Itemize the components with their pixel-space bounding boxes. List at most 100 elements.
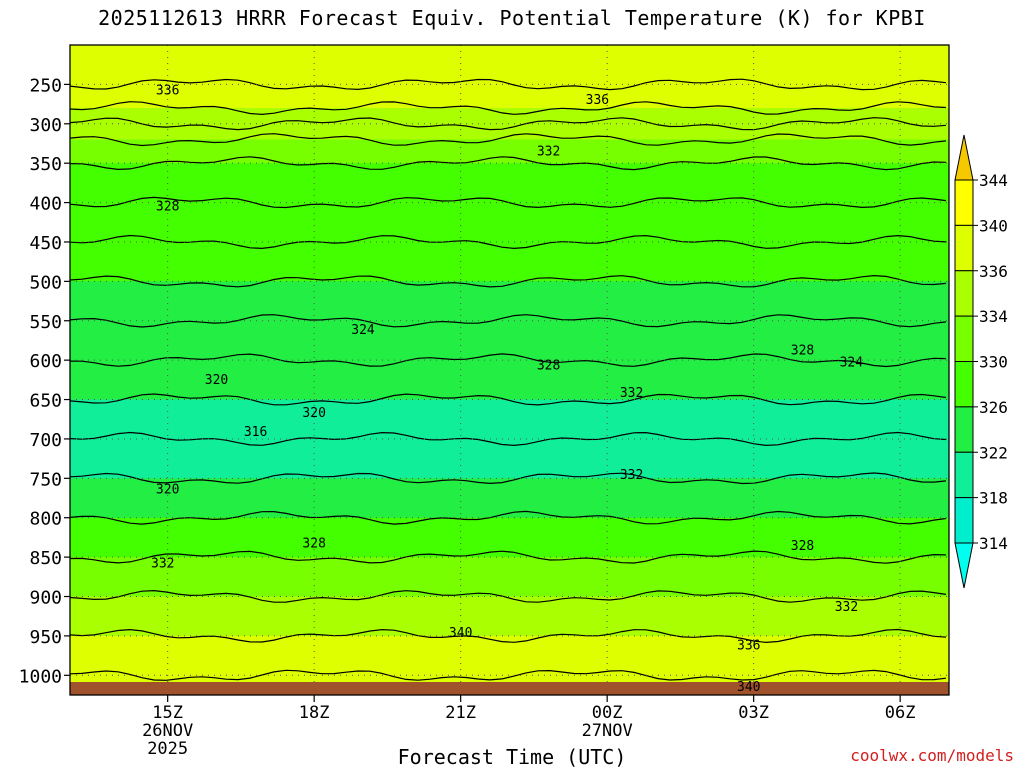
y-tick-label: 500 xyxy=(29,272,62,293)
colorbar-label: 336 xyxy=(979,262,1008,281)
contour-label: 320 xyxy=(156,482,179,497)
contour-label: 332 xyxy=(835,600,858,615)
x-tick-label: 26NOV xyxy=(142,721,193,741)
contour-line xyxy=(70,510,947,525)
contour-line xyxy=(70,628,947,644)
contour-line xyxy=(70,353,947,368)
y-axis: 250 300 350 400 450 500 550 600 650 700 750 800 850 9… xyxy=(19,75,70,687)
x-axis-title: Forecast Time (UTC) xyxy=(397,745,627,769)
contour-label: 340 xyxy=(449,626,472,641)
colorbar-swatch xyxy=(954,315,974,362)
contour-label: 328 xyxy=(302,537,325,552)
x-tick-label: 21Z xyxy=(445,703,476,723)
colorbar-label: 334 xyxy=(979,307,1008,326)
y-tick-label: 450 xyxy=(29,233,62,254)
colorbar-swatch xyxy=(954,406,974,453)
y-tick-label: 650 xyxy=(29,391,62,412)
x-tick-label: 18Z xyxy=(299,703,330,723)
y-tick-label: 750 xyxy=(29,469,62,490)
y-tick-label: 600 xyxy=(29,351,62,372)
contour-line xyxy=(70,589,947,603)
contour-line xyxy=(70,156,947,171)
theta-e-band xyxy=(70,84,949,109)
contour-line xyxy=(70,274,947,288)
colorbar-swatch xyxy=(954,451,974,499)
contour-label: 320 xyxy=(205,373,228,388)
contour-label: 328 xyxy=(537,359,560,374)
x-tick-label: 15Z xyxy=(152,703,183,723)
y-tick-label: 800 xyxy=(29,509,62,530)
colorbar-swatch xyxy=(954,361,974,408)
credit-link[interactable]: coolwx.com/models xyxy=(850,746,1014,765)
contour-label: 316 xyxy=(244,425,267,440)
colorbar-label: 322 xyxy=(979,443,1008,462)
contour-labels: 336 336 332 328 324 328 328 324 332 320 320 316 320 3… xyxy=(151,84,863,695)
chart-title: 2025112613 HRRR Forecast Equiv. Potentia… xyxy=(98,6,926,30)
theta-e-band xyxy=(70,45,949,85)
contour-line xyxy=(70,669,947,681)
contour-label: 336 xyxy=(156,84,179,99)
contour-label: 328 xyxy=(791,344,814,359)
contour-label: 340 xyxy=(737,680,760,695)
contour-label: 320 xyxy=(302,406,325,421)
contour-line xyxy=(70,234,947,250)
contour-label: 336 xyxy=(586,93,609,108)
contour-label: 332 xyxy=(620,386,643,401)
y-tick-label: 550 xyxy=(29,312,62,333)
theta-e-band xyxy=(70,281,949,322)
theta-e-band xyxy=(70,139,949,164)
colorbar-swatch xyxy=(954,497,974,544)
contour-line xyxy=(70,117,947,131)
contour-label: 332 xyxy=(620,468,643,483)
colorbar-top-arrow xyxy=(954,134,974,181)
y-tick-label: 1000 xyxy=(19,666,62,687)
y-tick-label: 400 xyxy=(29,194,62,215)
colorbar-swatch xyxy=(954,270,974,317)
contour-label: 328 xyxy=(156,200,179,215)
plot-area xyxy=(70,45,949,695)
colorbar-label: 330 xyxy=(979,353,1008,372)
y-tick-label: 900 xyxy=(29,588,62,609)
colorbar-label: 340 xyxy=(979,216,1008,235)
contour-lines xyxy=(70,78,947,681)
y-tick-label: 700 xyxy=(29,430,62,451)
contour-line xyxy=(70,393,947,406)
colorbar-swatch xyxy=(954,179,974,226)
theta-e-band xyxy=(70,478,949,519)
x-tick-label: 27NOV xyxy=(582,721,633,741)
y-tick-label: 350 xyxy=(29,154,62,175)
ground-strip xyxy=(70,682,949,695)
colorbar-label: 344 xyxy=(979,171,1008,190)
x-tick-label: 00Z xyxy=(592,703,623,723)
colorbar-swatch xyxy=(954,224,974,272)
plot-frame xyxy=(69,44,950,696)
colorbar-label: 314 xyxy=(979,534,1008,553)
contour-line xyxy=(70,472,947,485)
contour-line xyxy=(70,101,947,116)
colorbar-bottom-arrow xyxy=(954,542,974,589)
contour-line xyxy=(70,550,947,564)
theta-e-band xyxy=(70,557,949,598)
x-tick-label: 06Z xyxy=(885,703,916,723)
contour-label: 336 xyxy=(737,638,760,653)
y-tick-label: 300 xyxy=(29,115,62,136)
colorbar-label: 326 xyxy=(979,398,1008,417)
theta-e-band xyxy=(70,202,949,243)
contour-line xyxy=(70,133,947,147)
colorbar: 344 340 336 334 330 326 322 318 314 xyxy=(954,134,1008,589)
theta-e-band xyxy=(70,163,949,204)
contour-label: 328 xyxy=(791,539,814,554)
theta-e-band xyxy=(70,596,949,637)
x-tick-label: 03Z xyxy=(738,703,769,723)
theta-e-band xyxy=(70,517,949,558)
y-tick-label: 250 xyxy=(29,75,62,96)
colorbar-label: 318 xyxy=(979,489,1008,508)
contour-label: 332 xyxy=(537,144,560,159)
contour-line xyxy=(70,431,947,447)
contour-label: 324 xyxy=(351,323,375,338)
theta-e-band xyxy=(70,360,949,401)
y-tick-label: 850 xyxy=(29,548,62,569)
contour-line xyxy=(70,314,947,328)
